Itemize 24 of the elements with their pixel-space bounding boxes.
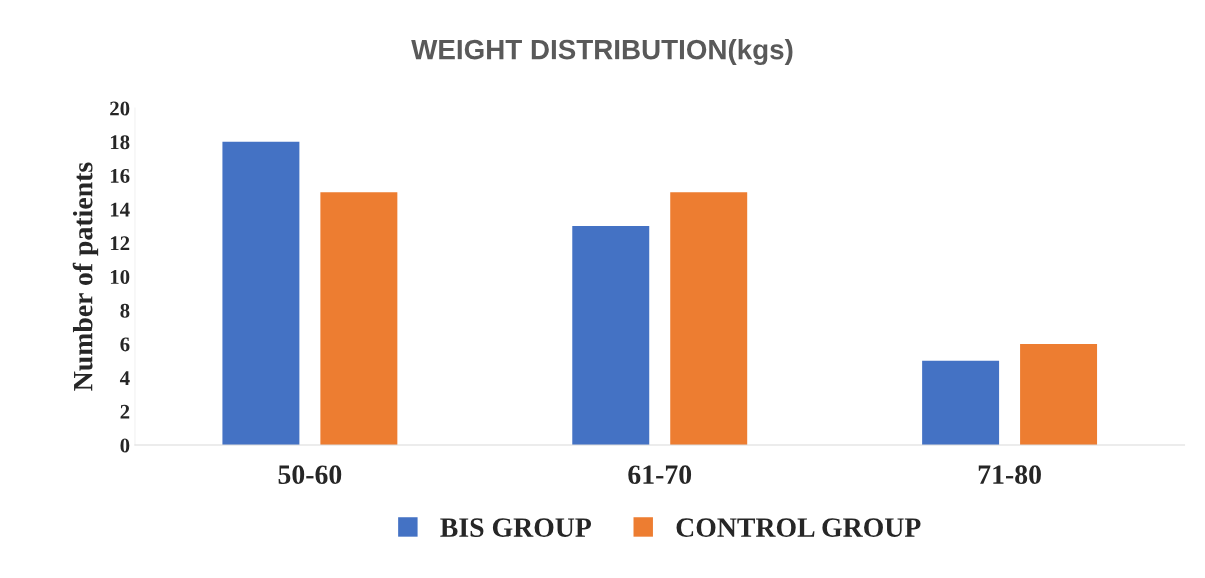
y-tick-label: 14 — [110, 202, 130, 217]
x-tick-label: 71-80 — [978, 465, 1041, 485]
y-tick-label: 10 — [110, 269, 130, 285]
y-tick-label: 12 — [110, 236, 130, 251]
y-tick-label: 18 — [110, 135, 130, 150]
bar — [222, 141, 300, 446]
x-tick-label: 61-70 — [628, 465, 692, 485]
y-axis-title: Number of patients — [72, 162, 99, 391]
bar — [922, 360, 1000, 446]
y-tick-label: 20 — [110, 101, 130, 116]
chart-title: WEIGHT DISTRIBUTION(kgs) — [411, 39, 793, 66]
y-tick-label: 16 — [110, 168, 130, 183]
bar — [670, 192, 748, 446]
legend-label: BIS GROUP — [440, 518, 592, 537]
y-tick-label: 4 — [119, 371, 130, 385]
y-tick-label: 8 — [120, 303, 130, 318]
y-tick-label: 0 — [120, 438, 130, 453]
x-tick-label: 50-60 — [278, 465, 342, 485]
y-tick-label: 6 — [120, 337, 130, 352]
bar — [1020, 343, 1098, 446]
y-tick-label: 2 — [120, 404, 130, 419]
bar — [320, 192, 398, 446]
legend-label: CONTROL GROUP — [676, 518, 921, 537]
bar — [572, 226, 650, 446]
